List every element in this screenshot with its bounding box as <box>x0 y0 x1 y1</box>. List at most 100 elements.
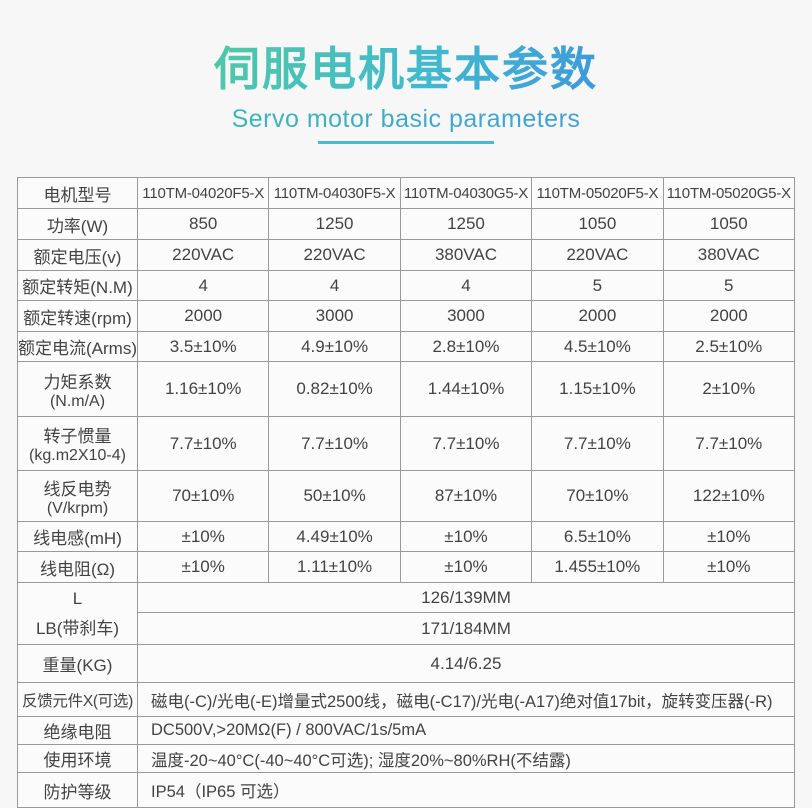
param-value: 850 <box>136 208 270 240</box>
param-label: 重量(KG) <box>17 644 138 683</box>
param-value: 1050 <box>662 208 796 240</box>
param-label-lb: LB(带刹车) <box>35 618 120 638</box>
table-row-current: 额定电流(Arms) 3.5±10% 4.9±10% 2.8±10% 4.5±1… <box>17 331 796 362</box>
param-label: 额定转速(rpm) <box>17 300 138 332</box>
spec-table: 电机型号 110TM-04020F5-X 110TM-04030F5-X 110… <box>17 177 796 808</box>
table-row-insulation: 绝缘电阻 DC500V,>20MΩ(F) / 800VAC/1s/5mA <box>17 716 795 745</box>
param-value: 4 <box>399 270 533 301</box>
table-row-rotor-inertia: 转子惯量 (kg.m2X10-4) 7.7±10% 7.7±10% 7.7±10… <box>17 416 796 471</box>
param-value: 4.14/6.25 <box>137 644 795 683</box>
param-value: DC500V,>20MΩ(F) / 800VAC/1s/5mA <box>137 716 795 745</box>
page-title: 伺服电机基本参数 <box>214 33 598 99</box>
param-value: 87±10% <box>399 470 533 522</box>
param-value: 1050 <box>531 208 664 240</box>
model-cell: 110TM-04020F5-X <box>136 177 270 209</box>
param-label-line2: (N.m/A) <box>49 392 106 410</box>
table-row-voltage: 额定电压(v) 220VAC 220VAC 380VAC 220VAC 380V… <box>17 239 796 271</box>
table-row-length-brake: 171/184MM <box>18 612 795 645</box>
param-label: 功率(W) <box>17 208 138 240</box>
title-underline <box>318 141 494 144</box>
param-label: 防护等级 <box>17 772 138 808</box>
param-label: 电机型号 <box>17 177 138 209</box>
param-value: ±10% <box>399 551 533 583</box>
param-value: 2.5±10% <box>662 331 796 362</box>
param-value: 4.9±10% <box>268 331 401 362</box>
param-value: 1250 <box>268 208 401 240</box>
param-label: 力矩系数 (N.m/A) <box>17 361 138 417</box>
param-label-line2: (kg.m2X10-4) <box>29 447 126 464</box>
param-label: 额定电流(Arms) <box>17 331 138 362</box>
param-value: 1.15±10% <box>531 361 664 417</box>
param-value: 温度-20~40°C(-40~40°C可选); 湿度20%~80%RH(不结露) <box>137 744 795 773</box>
param-value: 4.49±10% <box>268 521 401 552</box>
table-row-weight: 重量(KG) 4.14/6.25 <box>17 644 795 683</box>
param-value: ±10% <box>662 521 796 552</box>
param-label-line1: 转子惯量 <box>43 427 112 446</box>
param-value: 3.5±10% <box>136 331 270 362</box>
param-label: 线电感(mH) <box>17 521 138 552</box>
param-value: 7.7±10% <box>662 416 796 471</box>
param-value: 1.44±10% <box>399 361 533 417</box>
param-value: ±10% <box>662 551 796 583</box>
table-row-speed: 额定转速(rpm) 2000 3000 3000 2000 2000 <box>17 300 796 332</box>
param-value: 171/184MM <box>137 612 795 645</box>
param-value: 70±10% <box>136 470 270 522</box>
param-value: 380VAC <box>399 239 533 271</box>
model-cell: 110TM-04030G5-X <box>399 177 533 209</box>
table-row-model: 电机型号 110TM-04020F5-X 110TM-04030F5-X 110… <box>17 177 796 209</box>
param-label: L LB(带刹车) <box>17 582 138 645</box>
param-value: 5 <box>531 270 664 301</box>
param-value: 1.16±10% <box>136 361 270 417</box>
param-value: 磁电(-C)/光电(-E)增量式2500线，磁电(-C17)/光电(-A17)绝… <box>137 682 795 717</box>
model-cell: 110TM-04030F5-X <box>268 177 401 209</box>
param-value: 2000 <box>662 300 796 332</box>
param-value: 2000 <box>136 300 270 332</box>
table-row-torque: 额定转矩(N.M) 4 4 4 5 5 <box>17 270 796 301</box>
page-subtitle: Servo motor basic parameters <box>0 105 812 134</box>
param-value: 2±10% <box>662 361 796 417</box>
param-value: 2.8±10% <box>399 331 533 362</box>
param-value: 380VAC <box>662 239 796 271</box>
param-label-line1: 力矩系数 <box>43 372 112 392</box>
param-value: IP54（IP65 可选） <box>137 772 795 808</box>
model-cell: 110TM-05020F5-X <box>531 177 664 209</box>
table-row-feedback: 反馈元件X(可选) 磁电(-C)/光电(-E)增量式2500线，磁电(-C17)… <box>17 682 795 717</box>
table-row-torque-constant: 力矩系数 (N.m/A) 1.16±10% 0.82±10% 1.44±10% … <box>17 361 796 417</box>
param-value: 2000 <box>531 300 664 332</box>
model-cell: 110TM-05020G5-X <box>662 177 796 209</box>
param-label: 转子惯量 (kg.m2X10-4) <box>17 416 138 471</box>
param-value: 7.7±10% <box>268 416 401 471</box>
param-value: 220VAC <box>268 239 401 271</box>
param-label: 反馈元件X(可选) <box>17 682 138 717</box>
param-value: 1.455±10% <box>531 551 664 583</box>
param-label-line1: 线反电势 <box>43 479 112 499</box>
param-label: 线反电势 (V/krpm) <box>17 470 138 522</box>
param-value: 122±10% <box>662 470 796 522</box>
param-value: ±10% <box>136 551 270 583</box>
param-value: 4 <box>136 270 270 301</box>
param-value: 50±10% <box>268 470 401 522</box>
param-value: 4 <box>268 270 401 301</box>
param-value: 70±10% <box>531 470 664 522</box>
table-row-power: 功率(W) 850 1250 1250 1050 1050 <box>17 208 796 240</box>
param-value: 7.7±10% <box>399 416 533 471</box>
param-value: 3000 <box>268 300 401 332</box>
param-label: 额定转矩(N.M) <box>17 270 138 301</box>
param-value: 3000 <box>399 300 533 332</box>
param-value: 7.7±10% <box>136 416 270 471</box>
page-header: 伺服电机基本参数 Servo motor basic parameters <box>0 0 812 144</box>
table-row-length: L LB(带刹车) 126/139MM <box>17 582 795 645</box>
param-label: 绝缘电阻 <box>17 716 138 745</box>
param-value: 1250 <box>399 208 533 240</box>
table-row-protection: 防护等级 IP54（IP65 可选） <box>17 772 795 808</box>
param-value: 7.7±10% <box>531 416 664 471</box>
param-label: 线电阻(Ω) <box>17 551 138 583</box>
param-value: 1.11±10% <box>268 551 401 583</box>
param-value: 5 <box>662 270 796 301</box>
page-subtitle-text: Servo motor basic parameters <box>231 105 581 133</box>
param-label: 额定电压(v) <box>17 239 138 271</box>
param-label-line2: (V/krpm) <box>46 499 109 517</box>
table-row-back-emf: 线反电势 (V/krpm) 70±10% 50±10% 87±10% 70±10… <box>17 470 796 522</box>
param-value: 220VAC <box>136 239 270 271</box>
param-label-l: L <box>72 588 83 608</box>
